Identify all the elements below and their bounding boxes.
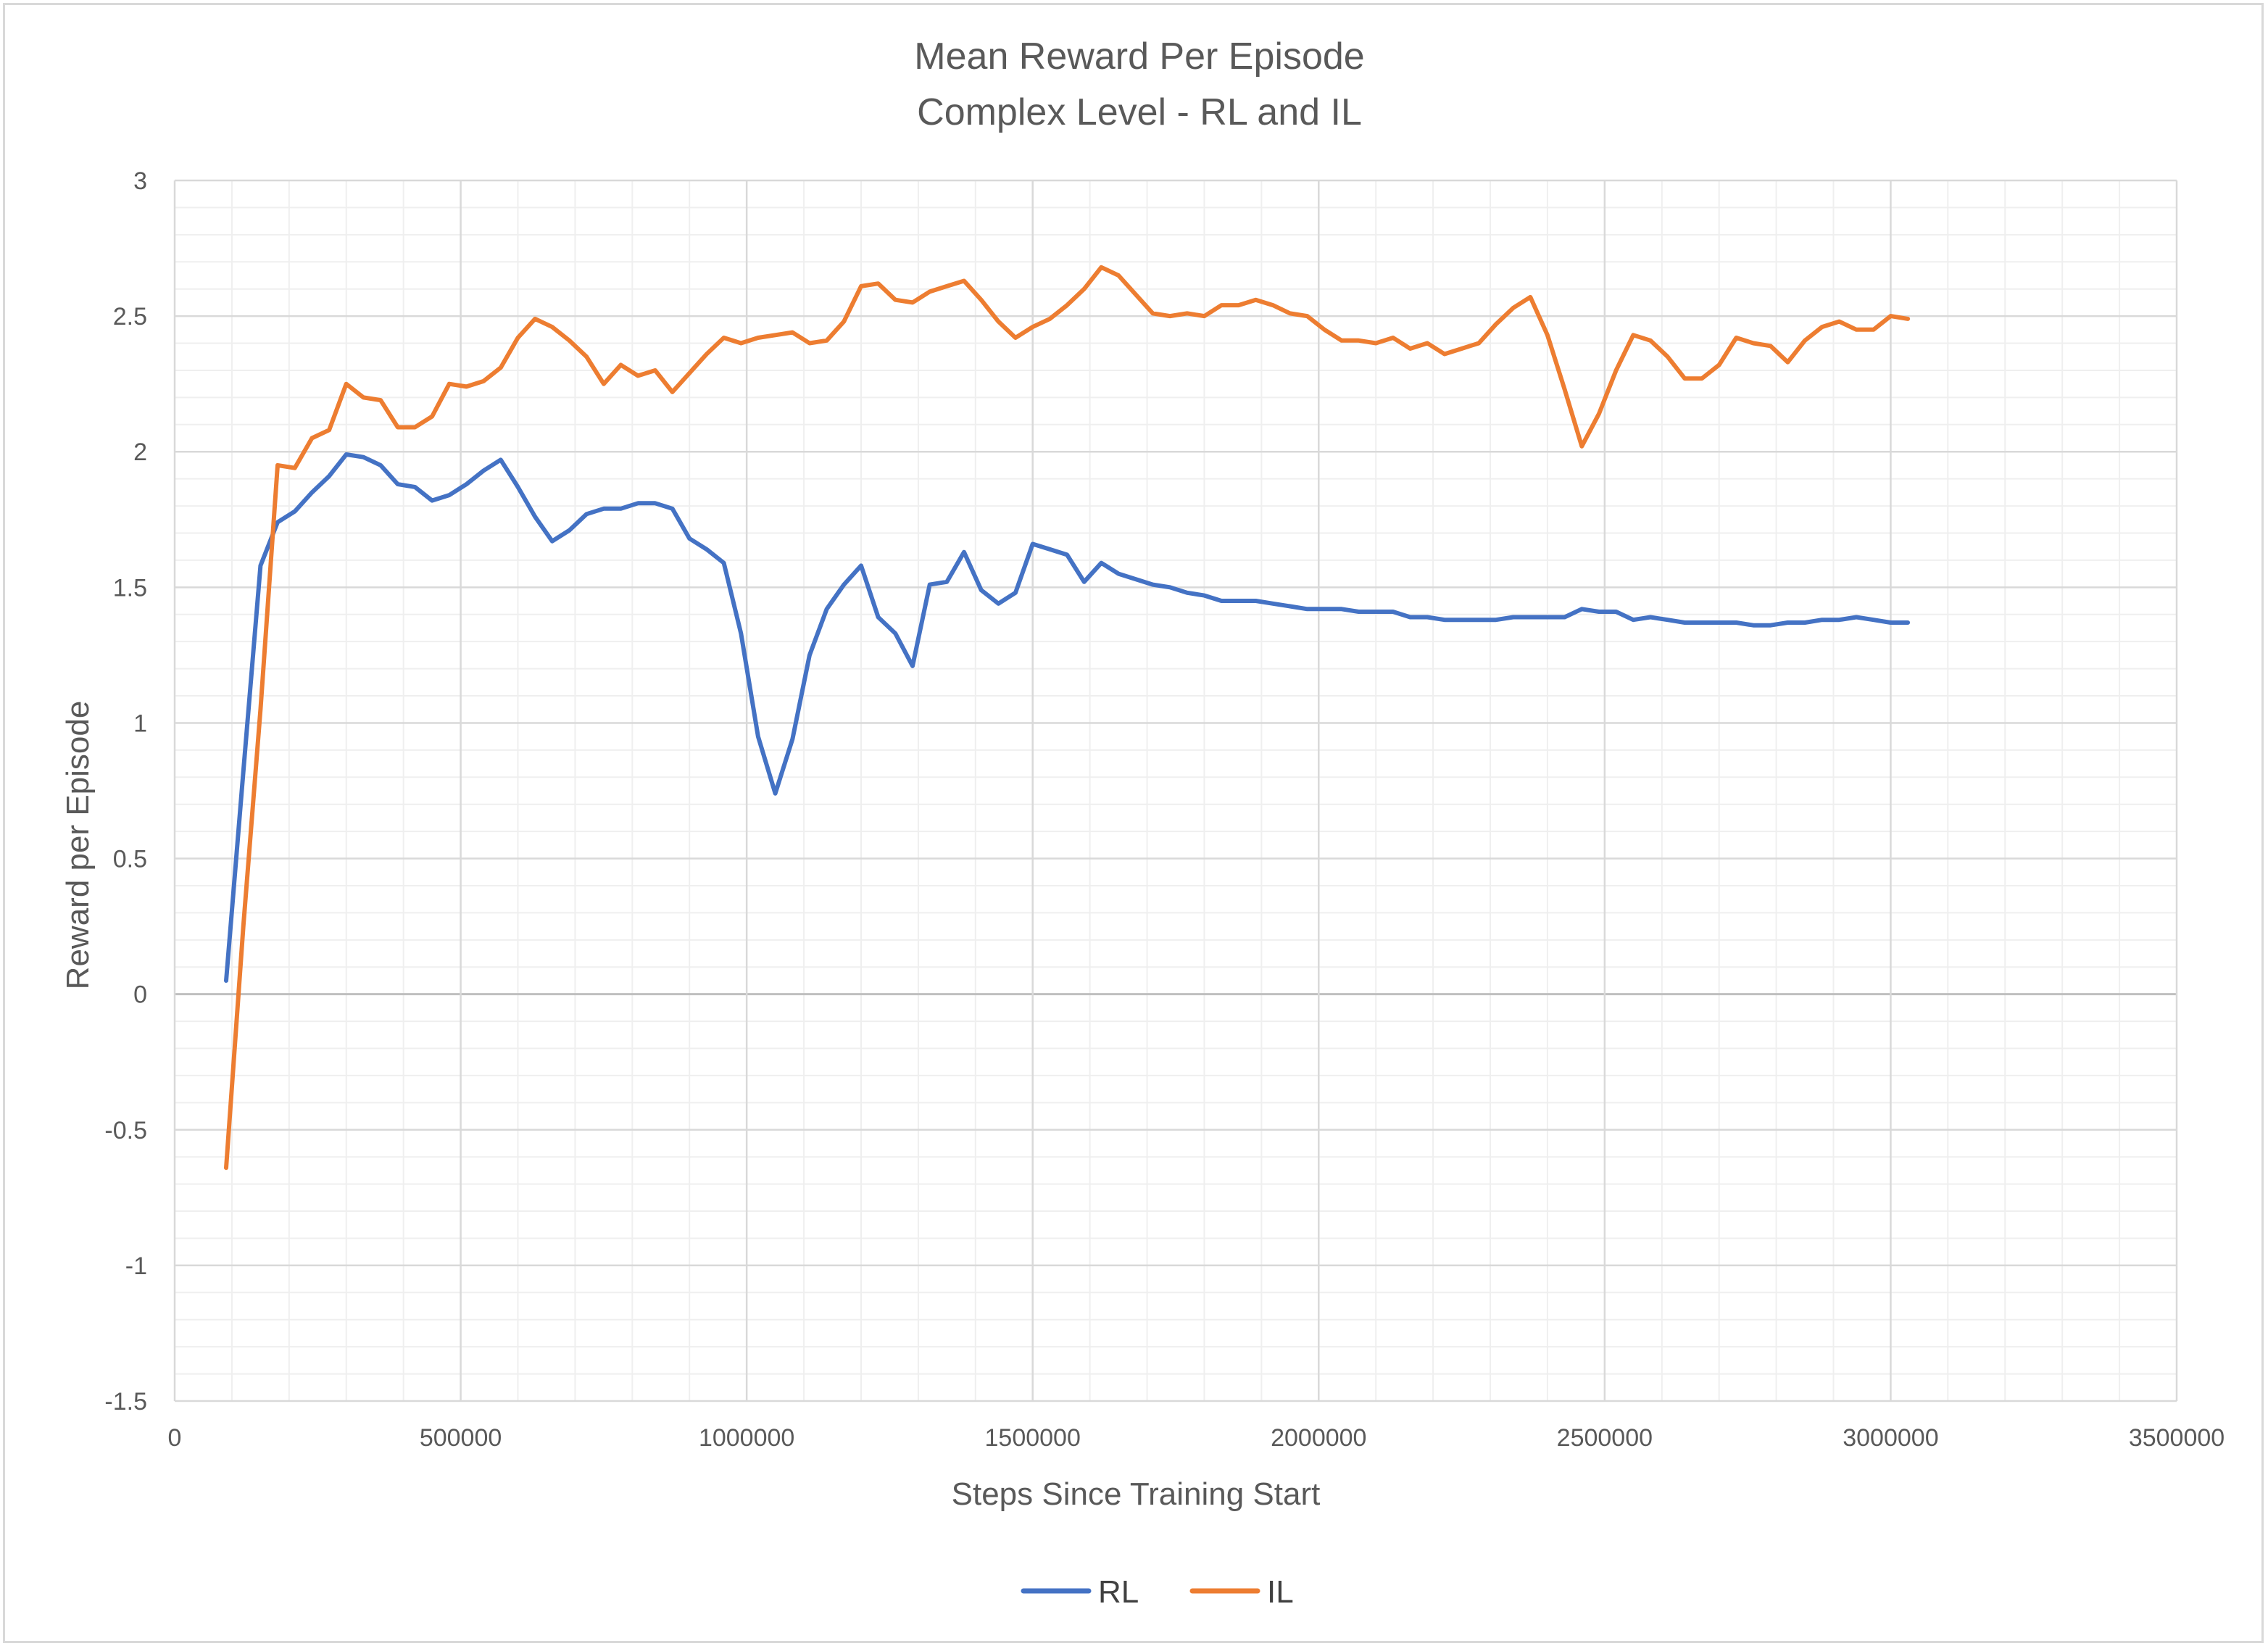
x-tick-label: 2000000: [1271, 1424, 1366, 1452]
x-tick-label: 3500000: [2129, 1424, 2225, 1452]
y-tick-label: 3: [133, 167, 147, 195]
x-tick-label: 3000000: [1843, 1424, 1938, 1452]
y-tick-label: 0.5: [113, 846, 147, 873]
y-axis-title: Reward per Episode: [60, 701, 96, 990]
x-tick-label: 1500000: [985, 1424, 1081, 1452]
series-line-il: [224, 265, 1911, 1171]
x-tick-label: 0: [168, 1424, 182, 1452]
x-tick-label: 1000000: [699, 1424, 794, 1452]
x-tick-label: 2500000: [1557, 1424, 1653, 1452]
chart-subtitle: Complex Level - RL and IL: [917, 91, 1362, 133]
y-tick-label: -1.5: [104, 1388, 147, 1416]
y-tick-label: 1.5: [113, 574, 147, 602]
y-tick-label: -0.5: [104, 1117, 147, 1144]
y-tick-label: -1: [125, 1252, 147, 1280]
y-tick-label: 2: [133, 438, 147, 466]
legend-label-il: IL: [1267, 1574, 1294, 1610]
series-line-rl: [224, 452, 1911, 983]
y-tick-label: 1: [133, 710, 147, 737]
chart-frame: [3, 3, 2264, 1643]
y-tick-label: 2.5: [113, 303, 147, 331]
series-lines: [224, 265, 1911, 1171]
x-axis-ticks: 0 500000 1000000 1500000 2000000 2500000 30000…: [168, 1424, 2225, 1452]
gridlines: [173, 179, 2178, 1402]
x-tick-label: 500000: [420, 1424, 502, 1452]
y-tick-label: 0: [133, 981, 147, 1009]
y-axis-ticks: -1.5 -1 -0.5 0 0.5 1 1.5 2 2.5 3: [104, 167, 147, 1416]
x-axis-title: Steps Since Training Start: [952, 1476, 1321, 1512]
legend: RL IL: [1021, 1574, 1294, 1610]
chart-title: Mean Reward Per Episode: [914, 36, 1364, 78]
legend-label-rl: RL: [1098, 1574, 1139, 1610]
